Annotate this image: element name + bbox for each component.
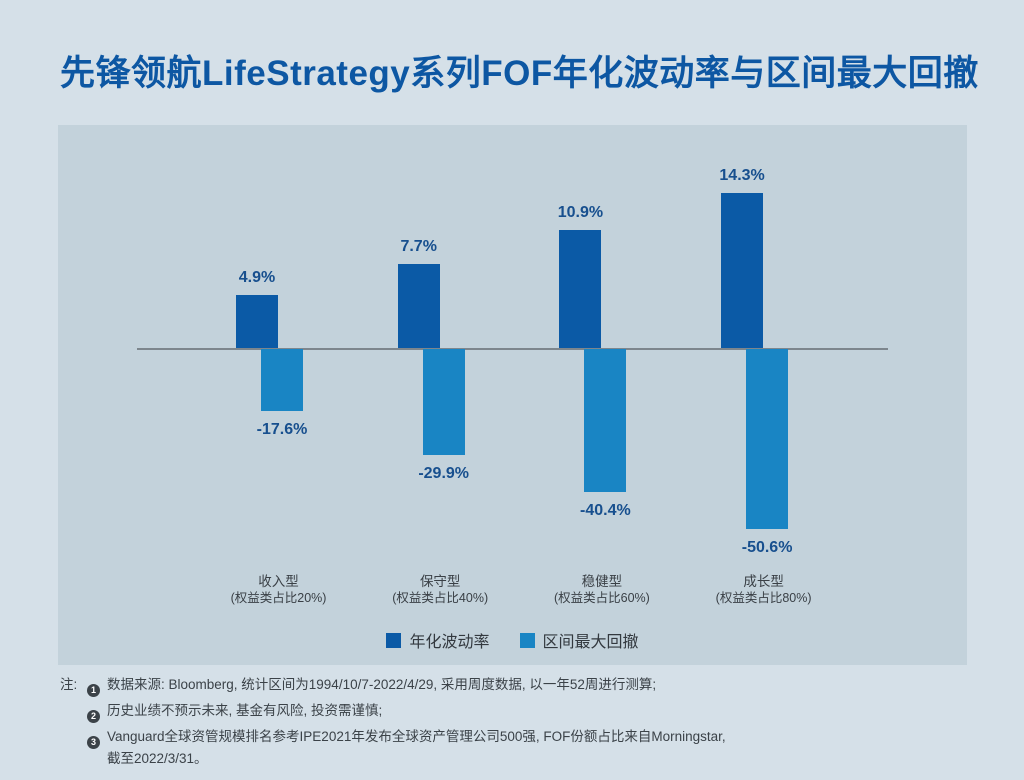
value-label-volatility: 14.3% bbox=[719, 166, 765, 184]
value-label-drawdown: -29.9% bbox=[418, 465, 470, 483]
category-name: 成长型 bbox=[743, 574, 784, 589]
chart-area: 4.9% -17.6% 收入型 (权益类占比20%) 7.7% -29.9% 保守型 (权益类… bbox=[58, 125, 967, 665]
volatility-swatch-icon bbox=[386, 632, 402, 648]
footnote-line: 历史业绩不预示未来, 基金有风险, 投资需谨慎; bbox=[107, 703, 383, 718]
bar-volatility bbox=[397, 264, 440, 348]
legend-label-volatility: 年化波动率 bbox=[409, 634, 490, 651]
legend-item-volatility: 年化波动率 bbox=[386, 628, 490, 652]
footnote-row: 3 Vanguard全球资管规模排名参考IPE2021年发布全球资产管理公司500… bbox=[60, 726, 980, 770]
numbered-bullet-icon: 3 bbox=[87, 736, 100, 749]
footnote-bullet-wrap: 2 bbox=[87, 700, 107, 726]
footnote-text: 历史业绩不预示未来, 基金有风险, 投资需谨慎; bbox=[107, 700, 980, 722]
bar-volatility bbox=[721, 192, 764, 348]
category-sublabel: (权益类占比40%) bbox=[392, 591, 489, 605]
category-sublabel: (权益类占比60%) bbox=[553, 591, 650, 605]
footnote-row: 2 历史业绩不预示未来, 基金有风险, 投资需谨慎; bbox=[60, 700, 980, 726]
footnote-bullet-wrap: 3 bbox=[87, 726, 107, 752]
bar-drawdown bbox=[422, 349, 465, 456]
footnote-row: 注: 1 数据来源: Bloomberg, 统计区间为1994/10/7-2022/… bbox=[60, 674, 980, 700]
category-label: 稳健型 (权益类占比60%) bbox=[512, 573, 692, 607]
bar-volatility bbox=[559, 229, 602, 348]
footnote-line: 数据来源: Bloomberg, 统计区间为1994/10/7-2022/4/2… bbox=[107, 677, 657, 692]
value-label-drawdown: -17.6% bbox=[256, 421, 308, 439]
bar-drawdown bbox=[261, 349, 303, 412]
bar-volatility bbox=[236, 294, 278, 348]
footnote-line: Vanguard全球资管规模排名参考IPE2021年发布全球资产管理公司500强… bbox=[107, 729, 726, 744]
footnotes: 注: 1 数据来源: Bloomberg, 统计区间为1994/10/7-2022/… bbox=[60, 674, 980, 770]
footnote-text: 数据来源: Bloomberg, 统计区间为1994/10/7-2022/4/2… bbox=[107, 674, 980, 696]
chart-legend: 年化波动率 区间最大回撤 bbox=[58, 628, 967, 652]
category-name: 保守型 bbox=[419, 574, 461, 589]
category-label: 成长型 (权益类占比80%) bbox=[674, 573, 854, 607]
value-label-drawdown: -50.6% bbox=[741, 538, 793, 556]
legend-item-drawdown: 区间最大回撤 bbox=[519, 628, 639, 652]
page-title: 先锋领航LifeStrategy系列FOF年化波动率与区间最大回撤 bbox=[60, 54, 979, 93]
footnote-text: Vanguard全球资管规模排名参考IPE2021年发布全球资产管理公司500强… bbox=[107, 726, 980, 770]
value-label-volatility: 4.9% bbox=[238, 268, 276, 286]
footnote-bullet-wrap: 1 bbox=[87, 674, 107, 700]
bar-drawdown bbox=[746, 349, 789, 529]
category-label: 保守型 (权益类占比40%) bbox=[350, 573, 530, 607]
category-name: 稳健型 bbox=[581, 574, 623, 589]
footnote-line-continued: 截至2022/3/31。 bbox=[107, 751, 208, 766]
numbered-bullet-icon: 1 bbox=[87, 684, 100, 697]
numbered-bullet-icon: 2 bbox=[87, 710, 100, 723]
chart-panel: 4.9% -17.6% 收入型 (权益类占比20%) 7.7% -29.9% 保守型 (权益类… bbox=[58, 125, 967, 665]
category-sublabel: (权益类占比20%) bbox=[230, 591, 327, 605]
legend-label-drawdown: 区间最大回撤 bbox=[542, 634, 639, 651]
footnote-prefix: 注: bbox=[60, 677, 78, 692]
value-label-volatility: 10.9% bbox=[557, 203, 604, 221]
category-label: 收入型 (权益类占比20%) bbox=[189, 573, 369, 607]
category-sublabel: (权益类占比80%) bbox=[715, 591, 812, 605]
category-name: 收入型 bbox=[258, 574, 299, 589]
value-label-volatility: 7.7% bbox=[400, 238, 437, 256]
drawdown-swatch-icon bbox=[519, 632, 535, 648]
zero-axis-line bbox=[137, 348, 888, 350]
value-label-drawdown: -40.4% bbox=[580, 502, 631, 520]
bar-drawdown bbox=[584, 349, 627, 493]
